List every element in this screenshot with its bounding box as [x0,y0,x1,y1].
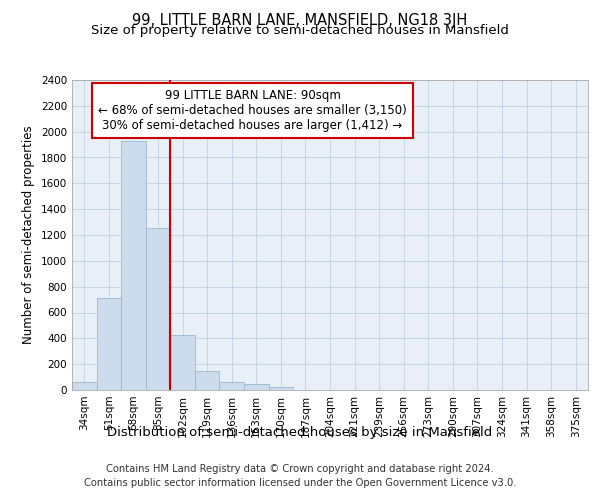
Bar [72,382,97,390]
Bar [195,372,220,390]
Text: Distribution of semi-detached houses by size in Mansfield: Distribution of semi-detached houses by … [107,426,493,439]
Bar [170,335,195,390]
Text: Size of property relative to semi-detached houses in Mansfield: Size of property relative to semi-detach… [91,24,509,37]
Bar [146,228,170,390]
Bar [121,140,146,390]
Bar [97,298,121,390]
Bar [220,382,244,390]
Text: Contains HM Land Registry data © Crown copyright and database right 2024.
Contai: Contains HM Land Registry data © Crown c… [84,464,516,487]
Bar [269,387,293,390]
Bar [244,384,269,390]
Text: 99, LITTLE BARN LANE, MANSFIELD, NG18 3JH: 99, LITTLE BARN LANE, MANSFIELD, NG18 3J… [133,12,467,28]
Text: 99 LITTLE BARN LANE: 90sqm
← 68% of semi-detached houses are smaller (3,150)
30%: 99 LITTLE BARN LANE: 90sqm ← 68% of semi… [98,90,407,132]
Y-axis label: Number of semi-detached properties: Number of semi-detached properties [22,126,35,344]
